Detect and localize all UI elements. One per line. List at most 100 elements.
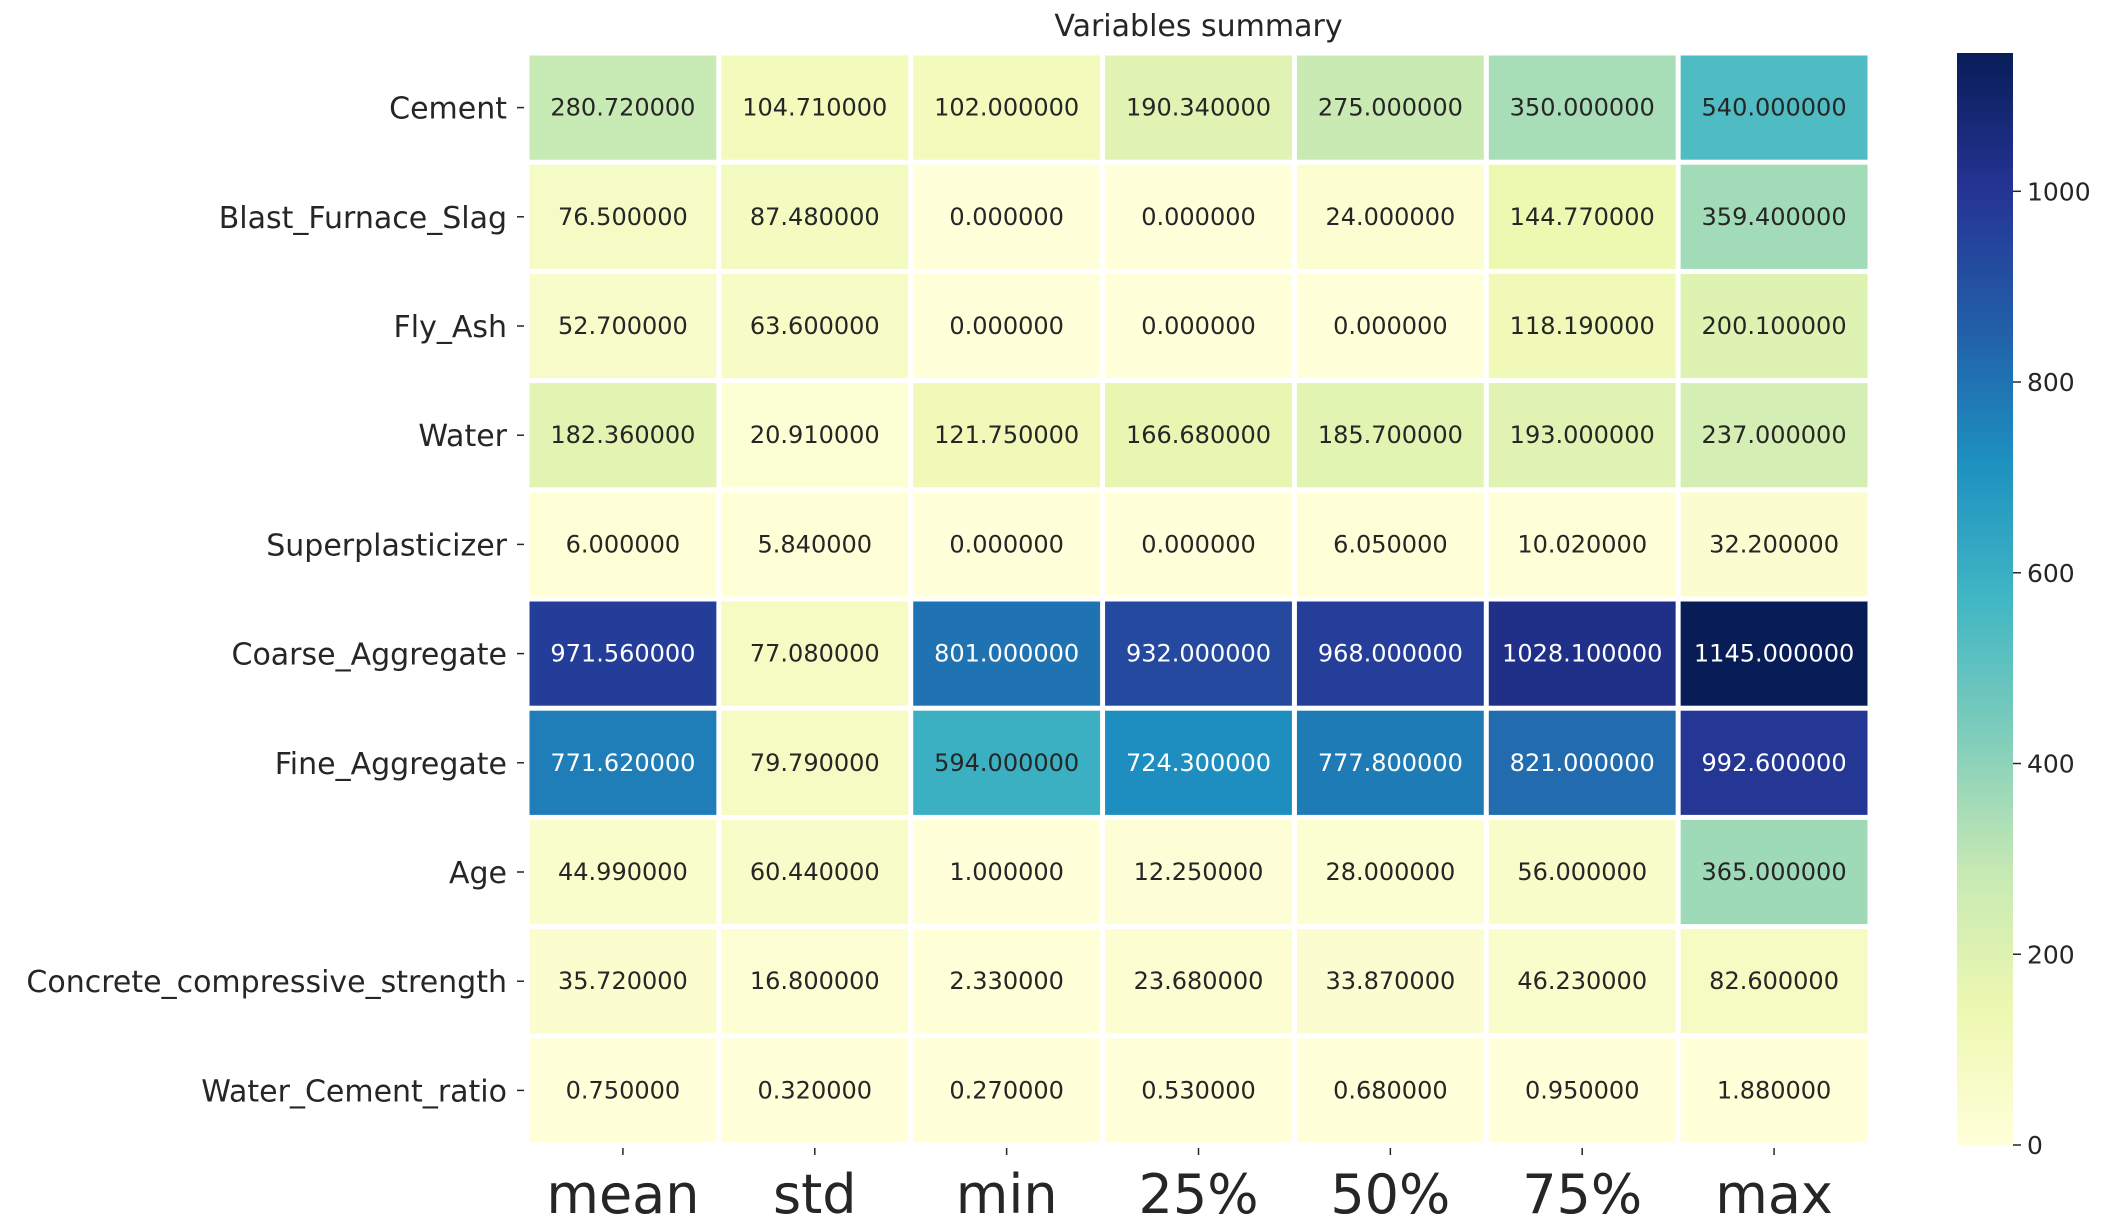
cell-value-fine-aggregate-min: 594.000000 — [934, 749, 1079, 777]
colorbar: 0 200 400 600 800 1000 — [1957, 53, 2091, 1160]
cell-value-cement-25pct: 190.340000 — [1126, 94, 1271, 122]
cell-age-min — [913, 819, 1101, 925]
cell-value-blast-furnace-slag-min: 0.000000 — [949, 203, 1064, 231]
cell-fine-aggregate-mean — [529, 710, 717, 815]
cell-blast-furnace-slag-min — [913, 164, 1101, 269]
cell-value-water-75pct: 193.000000 — [1510, 421, 1655, 449]
chart-title: Variables summary — [1054, 9, 1342, 44]
row-label-cement: Cement — [389, 92, 507, 127]
colorbar-tick-label-200: 200 — [2027, 940, 2075, 969]
cell-age-std — [721, 819, 909, 925]
cell-value-concrete-compressive-strength-mean: 35.720000 — [558, 967, 688, 995]
cell-water-max — [1680, 383, 1868, 488]
cell-water-75pct — [1488, 383, 1676, 488]
cell-fly-ash-75pct — [1488, 273, 1676, 379]
cell-value-fine-aggregate-25pct: 724.300000 — [1126, 749, 1271, 777]
column-label-std: std — [773, 1163, 857, 1221]
cell-cement-std — [721, 55, 909, 160]
row-label-concrete-compressive-strength: Concrete_compressive_strength — [26, 965, 507, 1000]
row-label-water: Water — [418, 419, 507, 454]
cell-value-age-mean: 44.990000 — [558, 858, 688, 886]
cell-value-concrete-compressive-strength-75pct: 46.230000 — [1517, 967, 1647, 995]
cell-water-25pct — [1105, 383, 1292, 488]
cell-water-cement-ratio-50pct — [1296, 1038, 1484, 1143]
cell-concrete-compressive-strength-75pct — [1488, 929, 1676, 1034]
cell-value-fly-ash-std: 63.600000 — [750, 312, 880, 340]
colorbar-tick-label-800: 800 — [2027, 368, 2075, 397]
column-label-min: min — [956, 1163, 1058, 1221]
cell-value-concrete-compressive-strength-min: 2.330000 — [949, 967, 1064, 995]
cell-value-water-max: 237.000000 — [1702, 421, 1847, 449]
cell-value-concrete-compressive-strength-25pct: 23.680000 — [1134, 967, 1264, 995]
cell-value-blast-furnace-slag-max: 359.400000 — [1702, 203, 1847, 231]
cell-fly-ash-min — [913, 273, 1101, 379]
cell-value-fine-aggregate-mean: 771.620000 — [550, 749, 695, 777]
cell-coarse-aggregate-25pct — [1105, 601, 1292, 706]
colorbar-tick-label-600: 600 — [2027, 559, 2075, 588]
cell-superplasticizer-50pct — [1296, 492, 1484, 597]
cell-value-water-mean: 182.360000 — [550, 421, 695, 449]
cell-coarse-aggregate-75pct — [1488, 601, 1676, 706]
cell-coarse-aggregate-min — [913, 601, 1101, 706]
cell-value-water-std: 20.910000 — [750, 421, 880, 449]
cell-value-blast-furnace-slag-75pct: 144.770000 — [1510, 203, 1655, 231]
cell-value-water-cement-ratio-25pct: 0.530000 — [1141, 1076, 1256, 1104]
cell-superplasticizer-mean — [529, 492, 717, 597]
cell-blast-furnace-slag-std — [721, 164, 909, 269]
heatmap-cells: 280.720000 104.710000 102.000000 190.340000… — [529, 55, 1868, 1143]
cell-fly-ash-50pct — [1296, 273, 1484, 379]
cell-water-std — [721, 383, 909, 488]
cell-value-superplasticizer-75pct: 10.020000 — [1517, 530, 1647, 558]
cell-value-cement-mean: 280.720000 — [550, 94, 695, 122]
cell-value-age-50pct: 28.000000 — [1325, 858, 1455, 886]
cell-value-fly-ash-mean: 52.700000 — [558, 312, 688, 340]
cell-fly-ash-std — [721, 273, 909, 379]
row-label-fine-aggregate: Fine_Aggregate — [275, 747, 507, 782]
cell-blast-furnace-slag-50pct — [1296, 164, 1484, 269]
cell-value-coarse-aggregate-mean: 971.560000 — [550, 640, 695, 668]
cell-value-blast-furnace-slag-50pct: 24.000000 — [1325, 203, 1455, 231]
cell-value-cement-50pct: 275.000000 — [1318, 94, 1463, 122]
cell-water-cement-ratio-std — [721, 1038, 909, 1143]
cell-value-coarse-aggregate-max: 1145.000000 — [1694, 640, 1854, 668]
cell-value-coarse-aggregate-min: 801.000000 — [934, 640, 1079, 668]
cell-cement-min — [913, 55, 1101, 160]
cell-value-water-cement-ratio-max: 1.880000 — [1717, 1076, 1832, 1104]
cell-superplasticizer-25pct — [1105, 492, 1292, 597]
cell-fine-aggregate-min — [913, 710, 1101, 815]
cell-superplasticizer-min — [913, 492, 1101, 597]
cell-value-age-std: 60.440000 — [750, 858, 880, 886]
cell-fly-ash-max — [1680, 273, 1868, 379]
colorbar-tick-label-1000: 1000 — [2027, 177, 2091, 206]
cell-value-age-min: 1.000000 — [949, 858, 1064, 886]
cell-fine-aggregate-std — [721, 710, 909, 815]
cell-cement-50pct — [1296, 55, 1484, 160]
cell-value-fine-aggregate-50pct: 777.800000 — [1318, 749, 1463, 777]
cell-value-superplasticizer-min: 0.000000 — [949, 530, 1064, 558]
cell-value-superplasticizer-std: 5.840000 — [758, 530, 873, 558]
cell-fine-aggregate-50pct — [1296, 710, 1484, 815]
cell-superplasticizer-std — [721, 492, 909, 597]
cell-blast-furnace-slag-max — [1680, 164, 1868, 269]
cell-value-fine-aggregate-max: 992.600000 — [1702, 749, 1847, 777]
row-label-fly-ash: Fly_Ash — [393, 310, 507, 345]
cell-value-water-25pct: 166.680000 — [1126, 421, 1271, 449]
cell-concrete-compressive-strength-25pct — [1105, 929, 1292, 1034]
cell-water-mean — [529, 383, 717, 488]
column-label-mean: mean — [546, 1163, 699, 1221]
column-labels: mean std min 25% 50% 75% max — [546, 1148, 1833, 1221]
cell-fine-aggregate-75pct — [1488, 710, 1676, 815]
cell-coarse-aggregate-50pct — [1296, 601, 1484, 706]
cell-coarse-aggregate-max — [1680, 601, 1868, 706]
cell-value-fly-ash-50pct: 0.000000 — [1333, 312, 1448, 340]
cell-fine-aggregate-max — [1680, 710, 1868, 815]
cell-value-cement-std: 104.710000 — [742, 94, 887, 122]
row-label-water-cement-ratio: Water_Cement_ratio — [201, 1074, 507, 1109]
cell-concrete-compressive-strength-min — [913, 929, 1101, 1034]
cell-concrete-compressive-strength-mean — [529, 929, 717, 1034]
cell-value-superplasticizer-25pct: 0.000000 — [1141, 530, 1256, 558]
column-label-25pct: 25% — [1138, 1163, 1258, 1221]
cell-age-25pct — [1105, 819, 1292, 925]
cell-value-concrete-compressive-strength-max: 82.600000 — [1709, 967, 1839, 995]
